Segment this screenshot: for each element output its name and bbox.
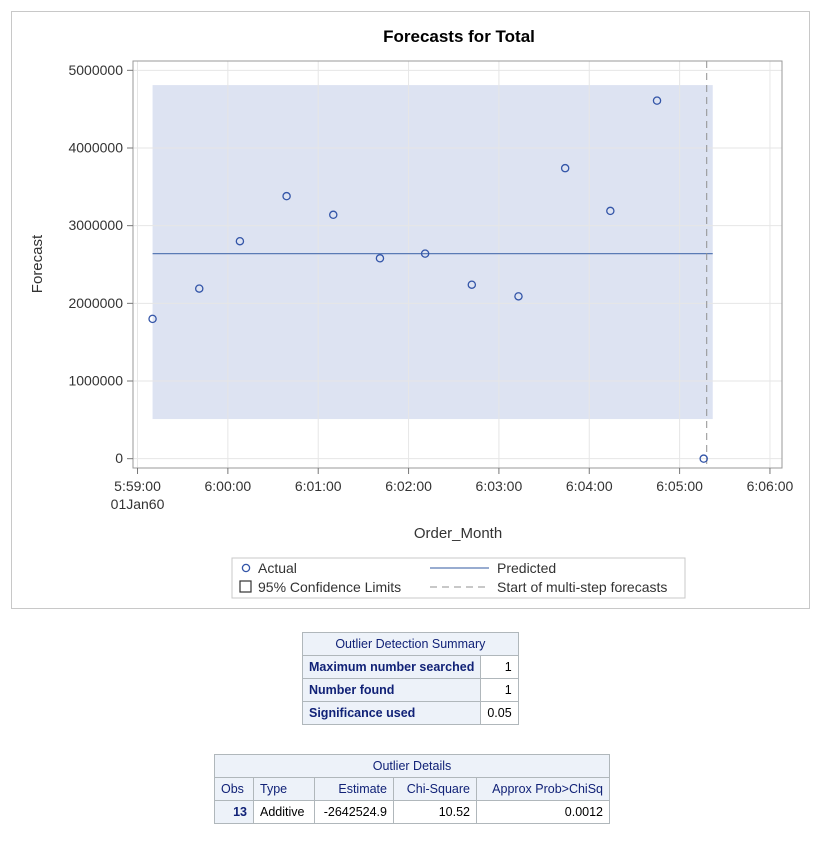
legend-label-confidence: 95% Confidence Limits <box>258 579 401 595</box>
y-tick-label: 0 <box>115 450 123 466</box>
column-header-type: Type <box>253 777 315 801</box>
chart-title: Forecasts for Total <box>383 27 535 46</box>
actual-point <box>329 210 338 220</box>
y-tick-label: 2000000 <box>68 295 123 311</box>
actual-point <box>420 249 430 258</box>
row-header: Maximum number searched <box>301 655 482 679</box>
actual-point <box>560 163 570 173</box>
x-tick-label: 6:03:00 <box>476 478 523 494</box>
actual-point <box>148 314 157 324</box>
actual-point <box>606 206 615 216</box>
row-header: 13 <box>214 800 254 824</box>
x-tick-sublabel: 01Jan60 <box>111 496 165 512</box>
chart-container: 0 1000000 2000000 3000000 4000000 5000000 5:59… <box>11 11 810 609</box>
x-tick-label: 6:01:00 <box>295 478 342 494</box>
y-tick-label: 5000000 <box>68 62 123 78</box>
table-caption: Outlier Details <box>214 754 610 778</box>
plot-area-border <box>132 60 783 469</box>
column-header-obs: Obs <box>214 777 254 801</box>
y-tick-label: 4000000 <box>68 139 123 155</box>
table-caption-row: Outlier Details <box>214 754 610 778</box>
outlier-details-table: Outlier Details Obs Type Estimate Chi-Sq… <box>214 754 610 824</box>
actual-point <box>699 454 708 463</box>
table-cell: Additive <box>253 800 315 824</box>
table-row: Maximum number searched 1 <box>301 655 519 679</box>
legend-confidence-icon <box>239 580 252 593</box>
x-tick-label: 6:04:00 <box>566 478 613 494</box>
table-cell: 0.0012 <box>476 800 610 824</box>
table-cell: 1 <box>480 678 519 702</box>
legend-box <box>231 557 686 599</box>
table-caption: Outlier Detection Summary <box>302 632 519 656</box>
actual-point <box>652 96 662 105</box>
actual-point <box>514 292 523 301</box>
table-cell: 0.05 <box>480 701 519 725</box>
column-header-prob: Approx Prob>ChiSq <box>476 777 610 801</box>
table-caption-row: Outlier Detection Summary <box>302 632 519 656</box>
x-tick-label: 6:06:00 <box>747 478 794 494</box>
legend-label-actual: Actual <box>258 560 297 576</box>
row-header: Number found <box>301 678 482 702</box>
x-axis-label: Order_Month <box>414 525 502 542</box>
outlier-detection-summary-table: Outlier Detection Summary Maximum number… <box>301 632 519 725</box>
actual-point <box>467 280 477 289</box>
actual-point <box>282 191 291 201</box>
legend-label-refline: Start of multi-step forecasts <box>497 579 667 595</box>
confidence-band <box>152 85 713 420</box>
table-cell: 10.52 <box>393 800 477 824</box>
legend-label-predicted: Predicted <box>497 560 556 576</box>
table-row: 13 Additive -2642524.9 10.52 0.0012 <box>214 800 610 824</box>
actual-point <box>235 236 245 246</box>
legend-actual-icon <box>241 563 251 573</box>
y-tick-label: 3000000 <box>68 217 123 233</box>
actual-point <box>195 284 204 293</box>
forecast-chart: 0 1000000 2000000 3000000 4000000 5000000 5:59… <box>29 27 794 599</box>
x-tick-label: 5:59:00 <box>114 478 161 494</box>
actual-point <box>375 254 385 263</box>
table-cell: 1 <box>480 655 519 679</box>
table-row: Number found 1 <box>301 678 519 702</box>
row-header: Significance used <box>301 701 482 725</box>
column-header-estimate: Estimate <box>314 777 394 801</box>
x-tick-label: 6:02:00 <box>385 478 432 494</box>
table-cell: -2642524.9 <box>314 800 394 824</box>
column-header-chi-square: Chi-Square <box>393 777 477 801</box>
y-tick-label: 1000000 <box>68 373 123 389</box>
x-tick-label: 6:00:00 <box>205 478 252 494</box>
y-axis-label: Forecast <box>29 234 46 293</box>
table-row: Significance used 0.05 <box>301 701 519 725</box>
x-tick-label: 6:05:00 <box>656 478 703 494</box>
table-header-row: Obs Type Estimate Chi-Square Approx Prob… <box>214 777 610 801</box>
